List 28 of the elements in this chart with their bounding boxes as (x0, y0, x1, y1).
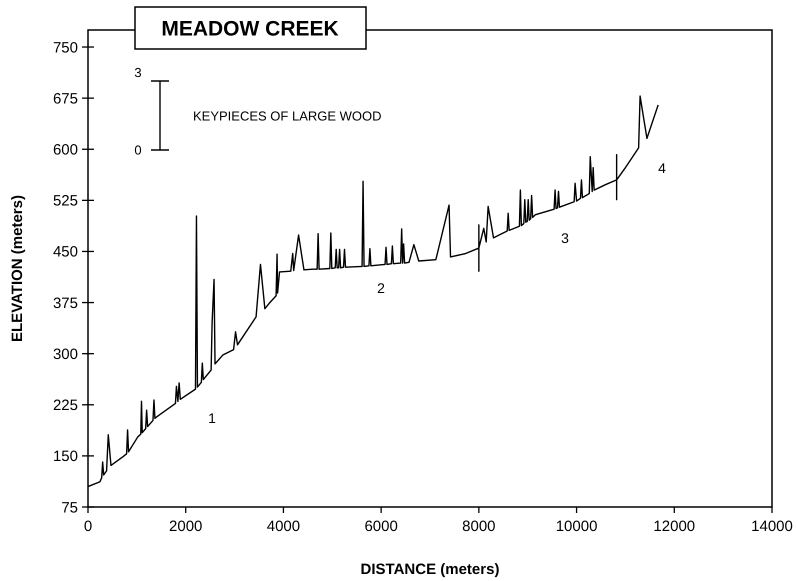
annotation: KEYPIECES OF LARGE WOOD (193, 108, 382, 124)
x-tick-label: 2000 (169, 518, 202, 535)
annotation: 2 (377, 280, 386, 296)
y-tick-label: 375 (52, 294, 78, 312)
y-tick-label: 225 (52, 397, 78, 414)
y-tick-label: 300 (52, 346, 78, 363)
y-tick-label: 150 (52, 448, 78, 466)
chart-title: MEADOW CREEK (161, 17, 339, 40)
x-tick-label: 8000 (462, 518, 496, 535)
x-tick-label: 10000 (556, 518, 598, 535)
annotation: 4 (658, 160, 666, 176)
x-tick-label: 14000 (751, 518, 793, 535)
annotation: 3 (134, 65, 142, 80)
x-tick-label: 12000 (653, 518, 696, 535)
x-tick-label: 4000 (266, 518, 300, 535)
annotation: 3 (561, 230, 570, 246)
y-tick-label: 750 (52, 39, 78, 56)
x-tick-label: 0 (84, 518, 92, 535)
y-tick-label: 525 (52, 192, 78, 210)
x-axis-title: DISTANCE (meters) (360, 561, 500, 578)
annotation: 0 (134, 142, 142, 158)
y-tick-label: 600 (52, 142, 78, 158)
y-axis-title: ELEVATION (meters) (9, 195, 26, 342)
y-tick-label: 675 (52, 90, 78, 108)
y-tick-label: 450 (52, 244, 78, 261)
annotation: 1 (208, 410, 216, 426)
x-tick-label: 6000 (364, 518, 398, 535)
y-tick-label: 75 (61, 499, 78, 516)
